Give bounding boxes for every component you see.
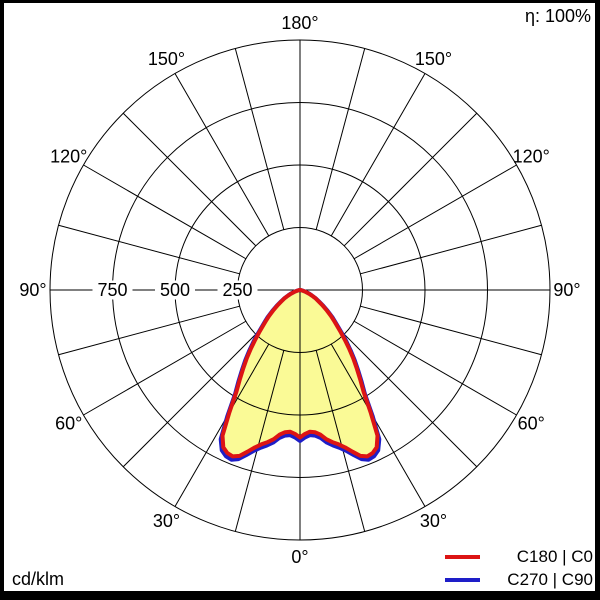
- legend-item-c270-c90: C270 | C90: [445, 568, 593, 591]
- angle-label: 90°: [19, 280, 46, 300]
- ring-label-bg: [217, 280, 258, 300]
- grid-ray: [83, 164, 247, 260]
- grid-ray: [330, 73, 426, 237]
- angle-label: 30°: [420, 511, 447, 531]
- grid-ray: [122, 112, 257, 247]
- legend-item-c180-c0: C180 | C0: [445, 545, 593, 568]
- grid-ray: [353, 164, 517, 260]
- legend-label-c270-c90: C270 | C90: [507, 570, 593, 589]
- grid-ray: [174, 343, 270, 507]
- legend-swatch-c180-c0: [445, 555, 480, 559]
- angle-label: 180°: [281, 13, 318, 33]
- ring-label: 250: [222, 280, 252, 300]
- grid-ray: [353, 320, 517, 416]
- angle-label: 90°: [553, 280, 580, 300]
- ring-label-bg: [92, 280, 133, 300]
- angle-label: 60°: [518, 414, 545, 434]
- curve-c180-c0: [220, 288, 380, 459]
- legend: C180 | C0 C270 | C90: [445, 545, 593, 591]
- grid-ray: [315, 350, 366, 532]
- grid-ray: [83, 320, 247, 416]
- grid-ray: [58, 224, 240, 275]
- grid-ray: [122, 333, 257, 468]
- unit-label: cd/klm: [12, 569, 65, 589]
- grid-ray: [315, 48, 366, 230]
- grid-ray: [343, 333, 478, 468]
- grid-ray: [58, 305, 240, 356]
- ring-label: 750: [97, 280, 127, 300]
- angle-label: 150°: [415, 49, 452, 69]
- legend-label-c180-c0: C180 | C0: [516, 547, 593, 566]
- angle-label: 150°: [148, 49, 185, 69]
- grid-ray: [360, 305, 542, 356]
- grid-ray: [360, 224, 542, 275]
- legend-swatch-c270-c90: [445, 578, 480, 582]
- grid-ray: [234, 350, 285, 532]
- ring-label-bg: [155, 280, 195, 300]
- grid-ray: [330, 343, 426, 507]
- angle-label: 120°: [50, 147, 87, 167]
- angle-label: 60°: [55, 414, 82, 434]
- angle-label: 30°: [153, 511, 180, 531]
- efficiency-label: η: 100%: [524, 6, 591, 26]
- angle-label: 120°: [513, 147, 550, 167]
- angle-label: 0°: [291, 547, 308, 567]
- ring-label: 500: [160, 280, 190, 300]
- grid-ray: [234, 48, 285, 230]
- grid-ray: [174, 73, 270, 237]
- grid-ray: [343, 112, 478, 247]
